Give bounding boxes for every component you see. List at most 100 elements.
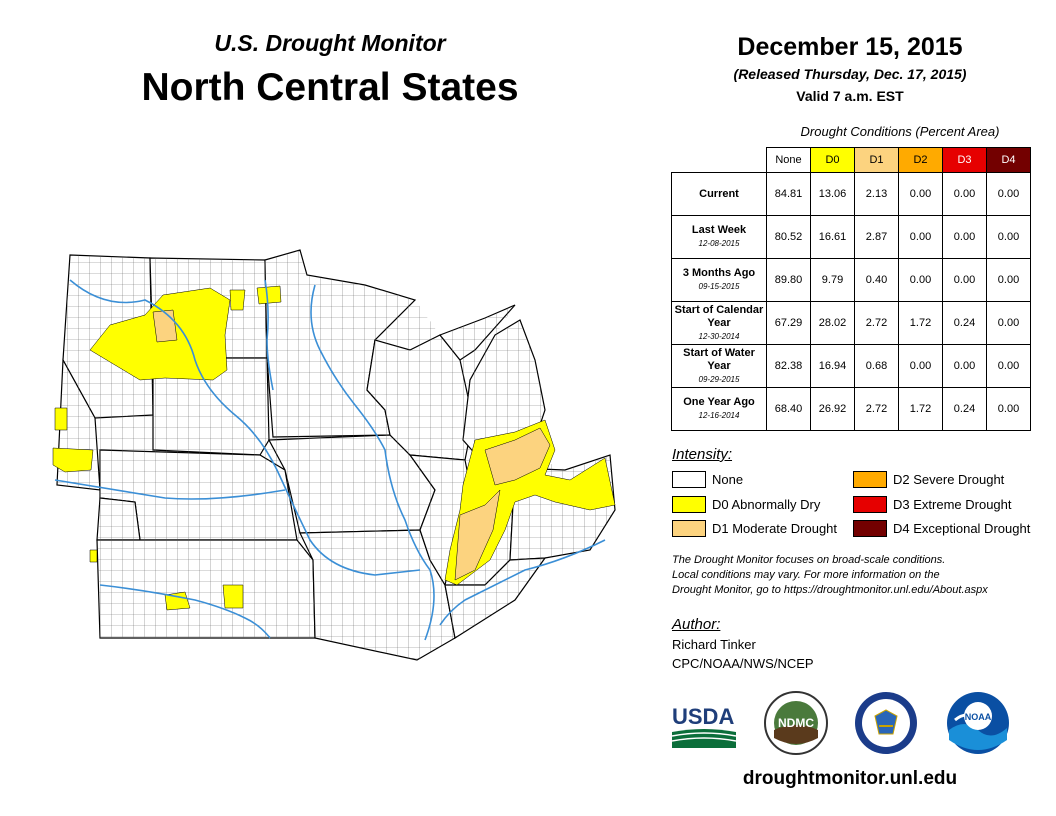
legend-label-d2: D2 Severe Drought [893, 472, 1005, 487]
table-cell: 84.81 [766, 172, 811, 216]
d1-michigan [484, 427, 551, 486]
ndmc-logo-text: NDMC [778, 716, 814, 730]
table-cell: 0.00 [986, 172, 1031, 216]
table-cell: 13.06 [810, 172, 855, 216]
table-row: Start of Water Year 09-29-2015 82.38 16.94 0… [671, 344, 1031, 388]
disclaimer-note: The Drought Monitor focuses on broad-sca… [672, 553, 1042, 598]
author-name: Richard Tinker [672, 637, 756, 652]
river-missouri [69, 279, 421, 576]
table-cell: 0.00 [942, 258, 987, 302]
map-date: December 15, 2015 [737, 33, 963, 61]
legend-label-none: None [712, 472, 744, 487]
table-row: Current 84.81 13.06 2.13 0.00 0.00 0.00 [671, 172, 1031, 216]
legend-title: Intensity: [672, 446, 733, 463]
rivers [54, 279, 606, 641]
legend-swatch-d1 [672, 520, 706, 537]
d1-nd [152, 309, 178, 343]
river-ohio [439, 539, 606, 626]
d0-co [89, 549, 98, 563]
table-cell: 1.72 [898, 387, 943, 431]
table-cell: 2.72 [854, 387, 899, 431]
table-cell: 26.92 [810, 387, 855, 431]
table-row: 3 Months Ago 09-15-2015 89.80 9.79 0.40 0.00 0… [671, 258, 1031, 302]
table-cell: 0.00 [942, 344, 987, 388]
col-header-d2: D2 [898, 147, 943, 173]
table-header-row: None D0 D1 D2 D3 D4 [672, 147, 1031, 173]
table-cell: 0.00 [986, 387, 1031, 431]
table-cell: 0.00 [898, 172, 943, 216]
table-cell: 0.00 [942, 172, 987, 216]
table-cell: 2.13 [854, 172, 899, 216]
table-cell: 0.00 [898, 215, 943, 259]
row-date: 12-30-2014 [698, 331, 740, 341]
table-cell: 0.00 [942, 215, 987, 259]
d1-indiana [454, 489, 501, 581]
website-link[interactable]: droughtmonitor.unl.edu [742, 768, 958, 789]
table-cell: 16.61 [810, 215, 855, 259]
monitor-subtitle: U.S. Drought Monitor [214, 30, 446, 56]
d0-ks-2 [222, 584, 244, 609]
table-cell: 0.00 [898, 258, 943, 302]
table-cell: 0.68 [854, 344, 899, 388]
col-header-d3: D3 [942, 147, 987, 173]
row-label: Current [671, 172, 767, 216]
legend-item-d0: D0 Abnormally Dry [672, 496, 820, 513]
legend-label-d3: D3 Extreme Drought [893, 497, 1012, 512]
legend-swatch-d0 [672, 496, 706, 513]
valid-time: Valid 7 a.m. EST [796, 88, 904, 104]
river-arkansas [99, 584, 271, 639]
legend-swatch-d2 [853, 471, 887, 488]
table-cell: 2.87 [854, 215, 899, 259]
row-label: Start of Calendar Year 12-30-2014 [671, 301, 767, 345]
table-cell: 67.29 [766, 301, 811, 345]
table-cell: 0.40 [854, 258, 899, 302]
doc-seal-logo [855, 692, 917, 754]
table-corner [672, 148, 767, 173]
row-date: 09-15-2015 [698, 282, 740, 291]
table-row: Start of Calendar Year 12-30-2014 67.29 28.… [671, 301, 1031, 345]
river-redriver [264, 279, 274, 391]
legend-label-d4: D4 Exceptional Drought [893, 521, 1031, 536]
legend-item-d4: D4 Exceptional Drought [853, 520, 1030, 537]
table-cell: 0.00 [986, 258, 1031, 302]
row-date: 12-16-2014 [698, 411, 740, 420]
note-line-1: The Drought Monitor focuses on broad-sca… [672, 554, 946, 566]
usda-logo: USDA [671, 704, 737, 748]
drought-conditions-table: None D0 D1 D2 D3 D4 Current 84.81 13.06 2.1… [671, 147, 1031, 431]
row-label-text: Last Week [691, 224, 747, 236]
legend-item-d2: D2 Severe Drought [853, 471, 1004, 488]
river-mississippi [310, 284, 435, 641]
noaa-logo-text: NOAA [965, 712, 992, 722]
table-cell: 2.72 [854, 301, 899, 345]
table-cell: 0.24 [942, 387, 987, 431]
table-row: One Year Ago 12-16-2014 68.40 26.92 2.72 1.72… [671, 387, 1031, 431]
table-cell: 9.79 [810, 258, 855, 302]
table-cell: 28.02 [810, 301, 855, 345]
legend-item-d1: D1 Moderate Drought [672, 520, 837, 537]
row-label-text: Start of Calendar Year [674, 303, 764, 329]
legend-swatch-d4 [853, 520, 887, 537]
row-label-text: 3 Months Ago [682, 267, 756, 279]
river-platte [54, 479, 286, 500]
row-label-text: Start of Water Year [683, 346, 755, 372]
table-cell: 68.40 [766, 387, 811, 431]
usda-logo-text: USDA [672, 704, 734, 729]
table-cell: 82.38 [766, 344, 811, 388]
legend-item-none: None [672, 471, 743, 488]
legend-swatch-d3 [853, 496, 887, 513]
d0-nd-northeast [229, 289, 246, 311]
ndmc-logo: NDMC [764, 691, 828, 755]
author-org: CPC/NOAA/NWS/NCEP [672, 656, 814, 671]
table-row: Last Week 12-08-2015 80.52 16.61 2.87 0.00 0.0… [671, 215, 1031, 259]
table-cell: 0.00 [986, 301, 1031, 345]
note-line-2: Local conditions may vary. For more info… [672, 569, 940, 581]
table-cell: 1.72 [898, 301, 943, 345]
noaa-logo: NOAA [947, 692, 1009, 754]
col-header-d0: D0 [810, 147, 855, 173]
legend-label-d0: D0 Abnormally Dry [712, 497, 821, 512]
table-cell: 0.00 [986, 215, 1031, 259]
row-date: 12-08-2015 [698, 239, 740, 248]
col-header-d4: D4 [986, 147, 1031, 173]
drought-map [52, 249, 616, 661]
d0-wy-1 [54, 407, 68, 431]
